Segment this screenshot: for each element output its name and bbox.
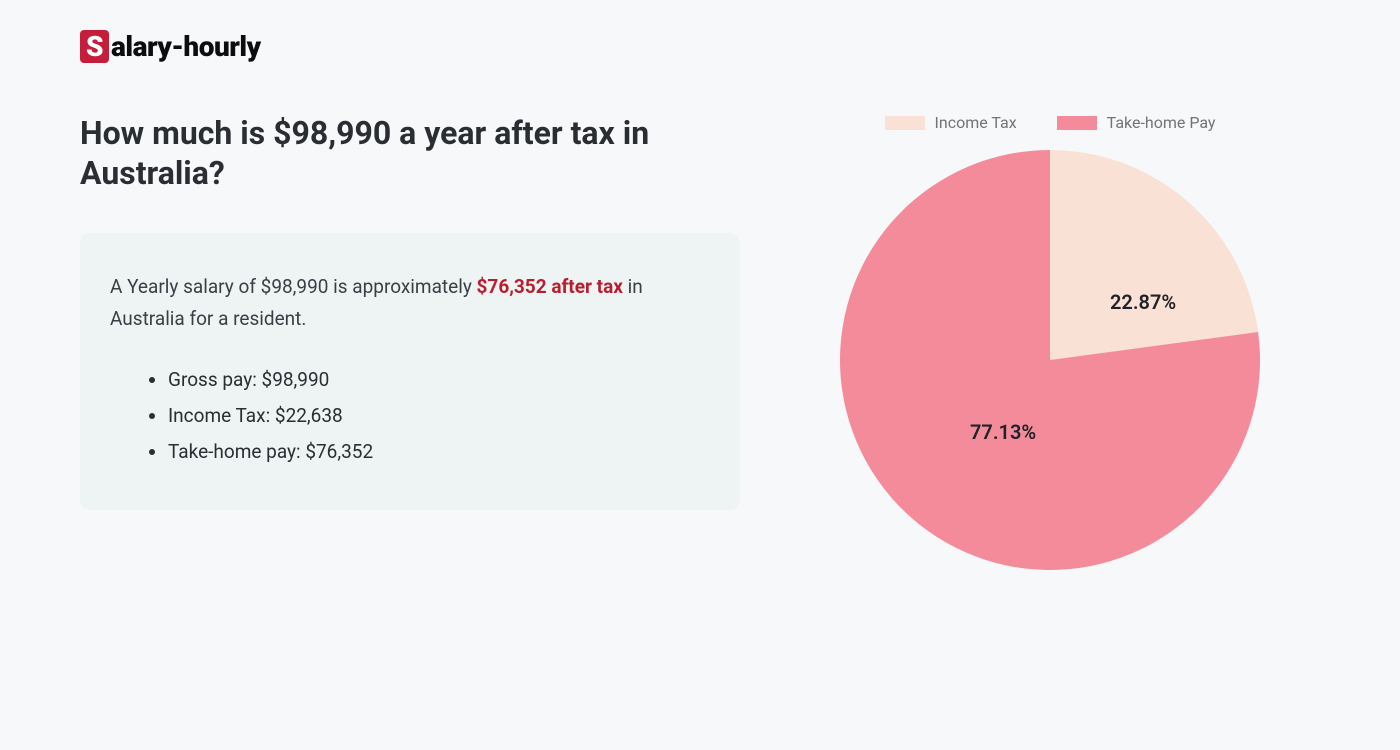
content-row: How much is $98,990 a year after tax in … [80, 113, 1320, 570]
bullet-list: Gross pay: $98,990 Income Tax: $22,638 T… [110, 364, 710, 469]
list-item: Income Tax: $22,638 [168, 400, 710, 432]
summary-box: A Yearly salary of $98,990 is approximat… [80, 233, 740, 510]
list-item: Take-home pay: $76,352 [168, 436, 710, 468]
logo-text: alary-hourly [111, 30, 261, 63]
slice-label-income-tax: 22.87% [1110, 290, 1176, 314]
legend-label: Take-home Pay [1107, 113, 1216, 132]
legend-swatch [1057, 116, 1097, 130]
pie-svg [840, 150, 1260, 570]
list-item: Gross pay: $98,990 [168, 364, 710, 396]
pie-chart: 22.87% 77.13% [840, 150, 1260, 570]
legend-item-income-tax: Income Tax [885, 113, 1017, 132]
summary-text: A Yearly salary of $98,990 is approximat… [110, 271, 710, 336]
site-logo: Salary-hourly [80, 30, 1320, 63]
legend-swatch [885, 116, 925, 130]
logo-s-mark: S [80, 30, 109, 63]
legend-item-takehome: Take-home Pay [1057, 113, 1216, 132]
summary-highlight: $76,352 after tax [477, 275, 623, 298]
legend-label: Income Tax [935, 113, 1017, 132]
chart-column: Income Tax Take-home Pay 22.87% 77.13% [820, 113, 1280, 570]
page-title: How much is $98,990 a year after tax in … [80, 113, 740, 193]
summary-pre: A Yearly salary of $98,990 is approximat… [110, 275, 477, 298]
slice-label-takehome: 77.13% [970, 420, 1036, 444]
chart-legend: Income Tax Take-home Pay [885, 113, 1216, 132]
left-column: How much is $98,990 a year after tax in … [80, 113, 740, 510]
